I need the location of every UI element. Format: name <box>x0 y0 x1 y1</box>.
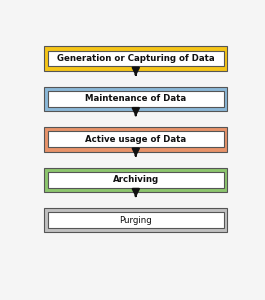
Text: Active usage of Data: Active usage of Data <box>85 135 186 144</box>
Bar <box>48 172 223 188</box>
Bar <box>48 91 223 107</box>
Text: Purging: Purging <box>120 216 152 225</box>
Text: Generation or Capturing of Data: Generation or Capturing of Data <box>57 54 215 63</box>
Bar <box>48 131 223 147</box>
Bar <box>45 87 227 111</box>
Bar <box>45 127 227 152</box>
Bar <box>48 51 223 67</box>
Bar <box>45 168 227 192</box>
Bar <box>48 212 223 228</box>
Bar <box>45 208 227 232</box>
Text: Archiving: Archiving <box>113 175 159 184</box>
Bar <box>45 46 227 70</box>
Text: Maintenance of Data: Maintenance of Data <box>85 94 186 103</box>
